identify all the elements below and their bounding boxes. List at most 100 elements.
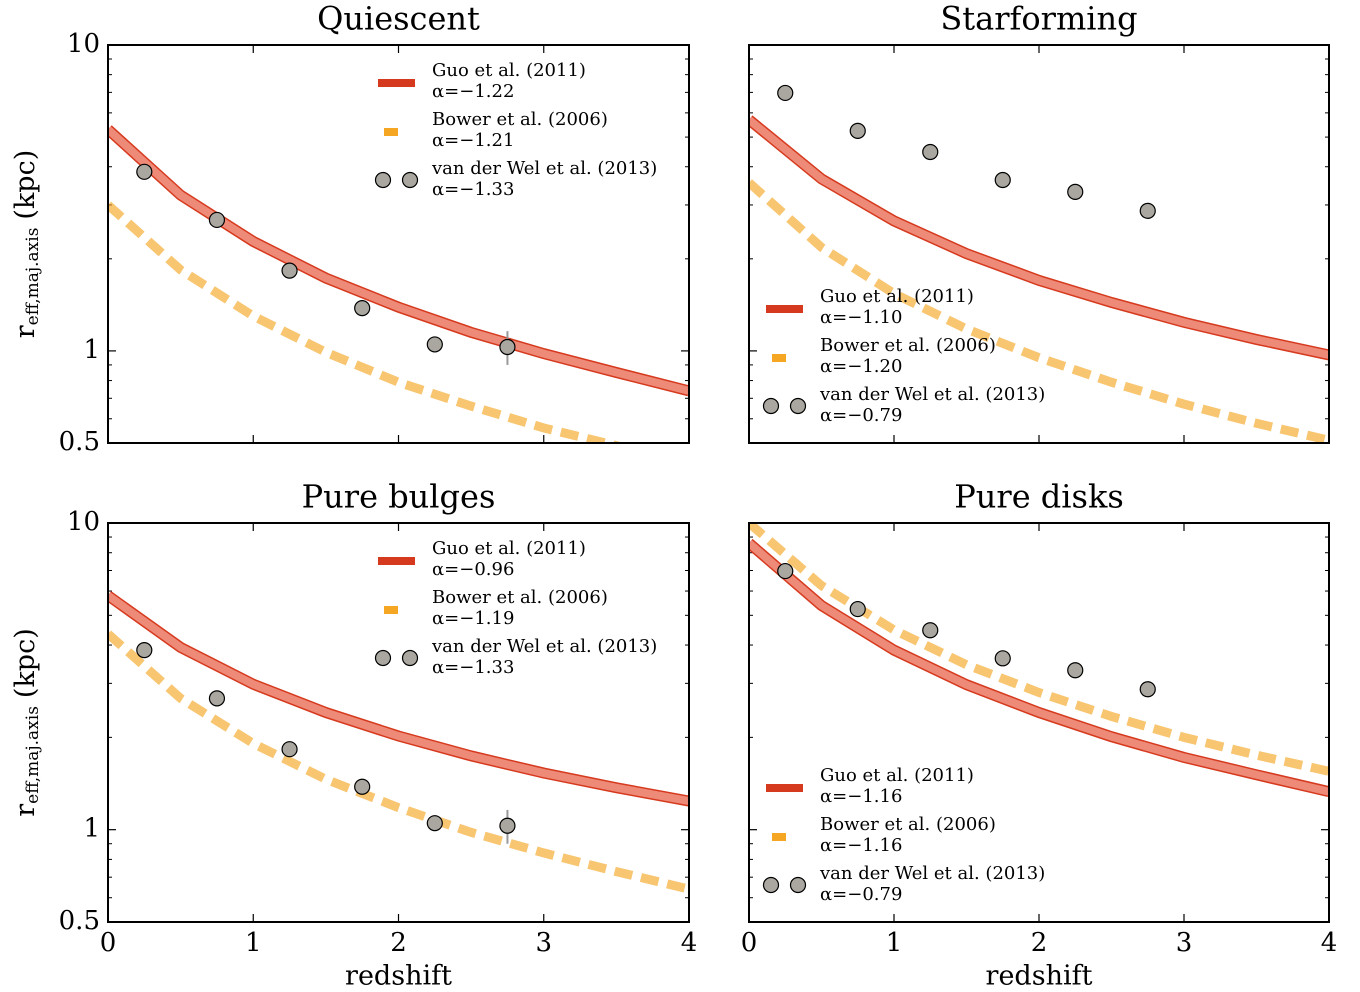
data-point [426,336,443,353]
data-point [1139,202,1156,219]
plot-area [749,84,1329,443]
data-point [922,622,939,639]
legend-label: van der Wel et al. (2013) [431,636,657,657]
data-point [281,741,298,758]
legend-swatch [374,171,392,189]
legend-swatch [762,397,780,415]
y-label-main: r [10,325,41,338]
data-point [136,642,153,659]
plot-area [108,591,689,894]
y-tick-label: 0.5 [59,427,100,457]
data-point [426,815,443,832]
legend-swatch [789,397,807,415]
subplot: Pure bulges 0 1 2 3 4 0.5 1 10 reff,maj.axis (kpc)… [10,478,698,992]
model-line-dashed [749,179,1329,443]
plot-area [749,523,1329,798]
legend-swatch [762,876,780,894]
axes-frame [107,522,690,923]
legend-label: Guo et al. (2011) [432,538,586,559]
x-axis-label: redshift [986,961,1093,992]
data-point [777,84,794,102]
legend-swatch [401,171,419,189]
legend-label: van der Wel et al. (2013) [819,384,1045,405]
legend-alpha: α=−1.21 [432,130,514,151]
legend-alpha: α=−1.16 [820,786,902,807]
data-point [994,171,1011,189]
legend-alpha: α=−1.33 [432,179,514,200]
data-point [922,143,939,161]
x-tick-label: 2 [390,928,407,958]
subplot: Pure disks 0 1 2 3 4 redshift Guo et al. (2011)… [741,478,1338,992]
subplot: Quiescent 0.5 1 10 reff,maj.axis (kpc) Guo et … [10,0,690,457]
y-tick-label: 1 [83,335,100,365]
x-axis-label: redshift [345,961,452,992]
subplot: Starforming Guo et al. (2011)α=−1.10 Bower… [748,0,1330,444]
legend-swatch [401,649,419,667]
line-band [108,592,689,805]
data-point [281,262,298,279]
x-tick-label: 4 [681,928,698,958]
model-line [108,125,689,397]
legend-alpha: α=−1.22 [432,81,514,102]
y-tick-label: 1 [83,814,100,844]
data-point [354,300,371,317]
line-band [749,540,1329,796]
data-point [777,562,794,580]
model-line [749,538,1329,798]
legend-alpha: α=−1.20 [820,356,902,377]
data-point [1067,662,1084,679]
model-line [749,115,1329,361]
chart-title: Starforming [940,0,1137,38]
data-point [136,163,153,180]
data-point [499,338,516,356]
data-point [1139,681,1156,698]
line-edge [108,591,689,807]
y-label-main: r [10,804,41,817]
chart-title: Pure disks [954,478,1124,516]
data-point [849,122,866,139]
y-tick-label: 0.5 [59,906,100,936]
x-tick-label: 4 [1321,928,1338,958]
model-line-dashed [108,630,689,894]
axes-frame [107,44,690,444]
legend-alpha: α=−1.33 [432,657,514,678]
legend-alpha: α=−0.79 [820,405,902,426]
data-point [208,690,226,707]
line-band [108,126,689,395]
legend-label: Guo et al. (2011) [820,286,974,307]
line-band [749,116,1329,359]
legend-label: Guo et al. (2011) [820,765,974,786]
legend-alpha: α=−1.16 [820,835,902,856]
legend-label: van der Wel et al. (2013) [431,158,657,179]
data-point [354,778,371,795]
legend-label: Bower et al. (2006) [820,814,996,835]
x-tick-label: 3 [1176,928,1193,958]
x-tick-label: 1 [245,928,262,958]
model-line-dashed [108,201,625,443]
x-tick-label: 2 [1031,928,1048,958]
x-tick-label: 0 [100,928,117,958]
chart-title: Quiescent [317,0,480,38]
model-line-dashed [749,523,1329,776]
model-line [108,591,689,807]
axes-frame [748,44,1330,444]
data-point [1067,183,1084,200]
legend-alpha: α=−1.10 [820,307,902,328]
y-label-unit: (kpc) [10,628,41,698]
legend-label: Guo et al. (2011) [432,60,586,81]
legend-label: Bower et al. (2006) [432,587,608,608]
chart-title: Pure bulges [302,478,496,516]
legend-alpha: α=−0.79 [820,884,902,905]
data-point [499,817,516,834]
y-label-unit: (kpc) [10,150,41,220]
y-label-sub: eff,maj.axis [23,706,43,804]
legend-label: van der Wel et al. (2013) [819,863,1045,884]
x-tick-label: 1 [886,928,903,958]
data-point [849,600,866,618]
legend-label: Bower et al. (2006) [432,109,608,130]
legend-swatch [789,876,807,894]
plot-area [108,125,689,443]
legend-swatch [374,649,392,667]
y-axis-label: reff,maj.axis (kpc) [10,150,43,339]
